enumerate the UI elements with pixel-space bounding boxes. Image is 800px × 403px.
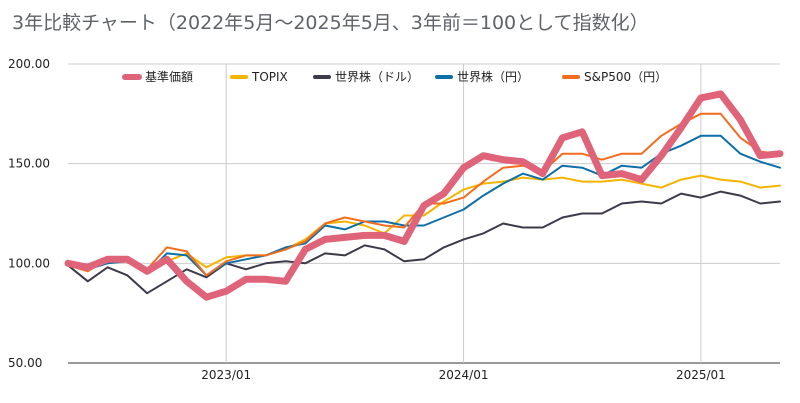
x-axis-tick-labels: 2023/01 2024/01 2025/01: [201, 368, 726, 382]
legend: 基準価額 TOPIX 世界株（ドル） 世界株（円） S&P500（円）: [122, 69, 667, 84]
y-tick-label: 150.00: [8, 157, 50, 171]
y-tick-label: 100.00: [8, 256, 50, 270]
y-tick-label: 200.00: [8, 57, 50, 71]
x-tick-label: 2025/01: [676, 368, 726, 382]
legend-label: 基準価額: [145, 69, 193, 84]
x-tick-label: 2024/01: [439, 368, 489, 382]
grid-lines: [68, 63, 780, 364]
series-line-1: [67, 174, 781, 275]
chart-title: 3年比較チャート（2022年5月～2025年5月、3年前＝100として指数化）: [12, 12, 649, 34]
legend-label: 世界株（ドル）: [335, 69, 419, 84]
legend-label: 世界株（円）: [457, 69, 529, 84]
y-axis-tick-labels: 50.00 100.00 150.00 200.00: [8, 57, 50, 370]
legend-label: S&P500（円）: [584, 70, 667, 84]
legend-label: TOPIX: [251, 70, 288, 84]
x-tick-label: 2023/01: [201, 368, 251, 382]
y-tick-label: 50.00: [8, 356, 42, 370]
series-line-0: [64, 90, 784, 301]
series-line-2: [67, 190, 781, 295]
series-lines: [64, 90, 784, 301]
